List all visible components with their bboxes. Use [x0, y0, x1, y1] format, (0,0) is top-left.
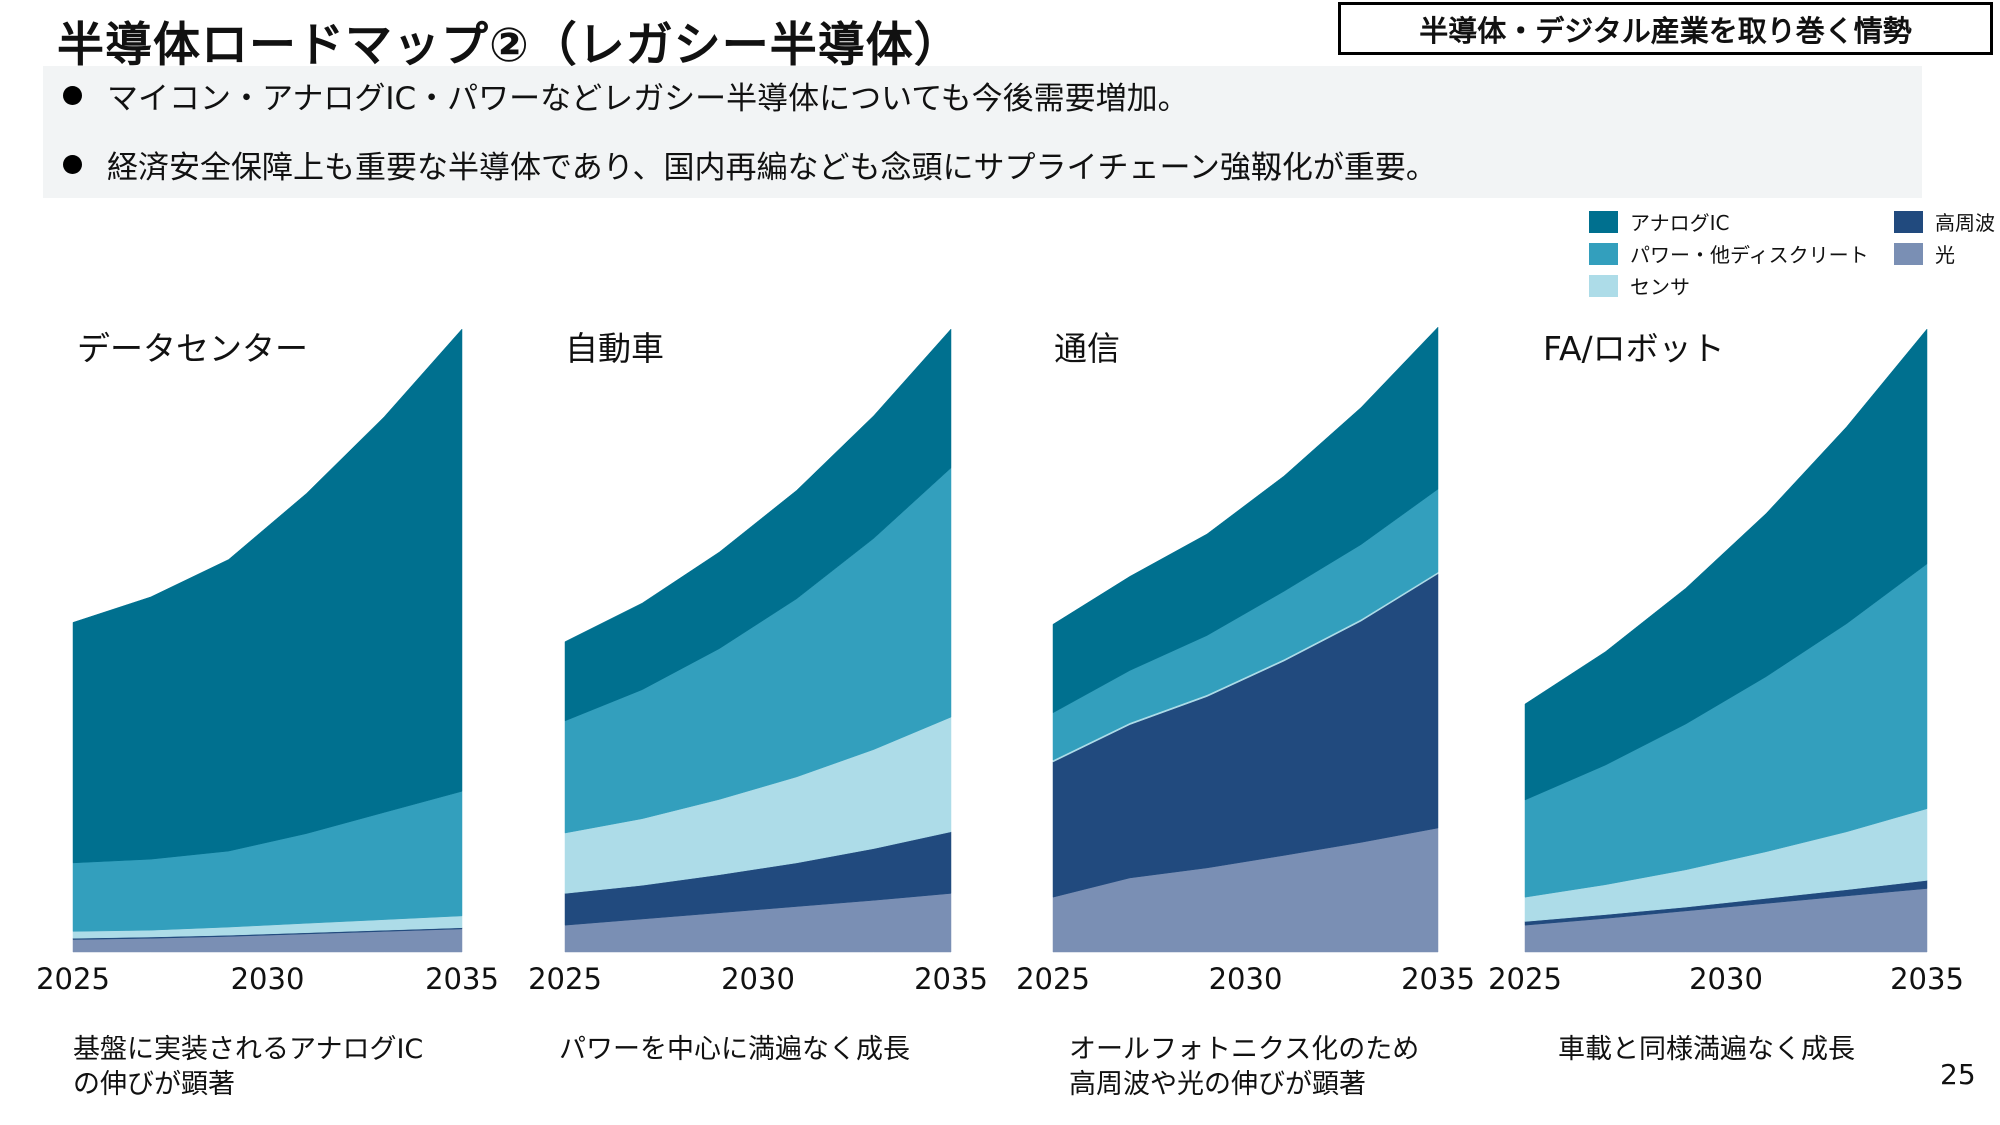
bullet-dot-icon	[63, 86, 82, 105]
chart-title: FA/ロボット	[1543, 329, 1725, 368]
x-tick-label: 2030	[1689, 962, 1763, 996]
x-tick-label: 2025	[528, 962, 602, 996]
legend-label: アナログIC	[1630, 211, 1730, 235]
x-tick-label: 2035	[425, 962, 499, 996]
page-title: 半導体ロードマップ②（レガシー半導体）	[57, 18, 962, 73]
legend-item-power: パワー・他ディスクリート	[1589, 239, 1869, 268]
section-label-box: 半導体・デジタル産業を取り巻く情勢	[1338, 2, 1993, 55]
x-tick-label: 2030	[230, 962, 305, 996]
x-tick-label: 2035	[1890, 962, 1964, 996]
stacked-area-chart	[72, 328, 463, 953]
chart-title: 通信	[1054, 329, 1120, 368]
legend-label: 光	[1935, 243, 1955, 267]
legend-label: 高周波	[1935, 211, 1995, 235]
bullet-dot-icon	[63, 155, 82, 174]
legend-item-optical: 光	[1894, 239, 1955, 268]
legend-item-rf: 高周波	[1894, 207, 1995, 236]
legend-item-analog: アナログIC	[1589, 207, 1729, 236]
x-tick-label: 2025	[36, 962, 110, 996]
legend-swatch	[1894, 210, 1923, 233]
chart-caption: オールフォトニクス化のため 高周波や光の伸びが顕著	[1069, 1034, 1420, 1100]
legend-swatch	[1589, 274, 1618, 297]
legend-swatch	[1589, 242, 1618, 265]
chart-caption: 車載と同様満遍なく成長	[1558, 1034, 1855, 1065]
stacked-area-chart	[1524, 328, 1928, 953]
chart-title: データセンター	[77, 329, 308, 368]
stacked-area-chart	[1052, 326, 1439, 953]
chart-caption: パワーを中心に満遍なく成長	[559, 1034, 910, 1065]
legend-swatch	[1589, 210, 1618, 233]
area-analog	[564, 328, 952, 722]
area-analog	[1524, 328, 1928, 801]
x-tick-label: 2035	[914, 962, 988, 996]
legend-item-sensor: センサ	[1589, 271, 1690, 300]
chart-title: 自動車	[565, 329, 664, 368]
x-tick-label: 2035	[1401, 962, 1475, 996]
x-tick-label: 2030	[721, 962, 795, 996]
chart-caption: 基盤に実装されるアナログIC の伸びが顕著	[73, 1034, 424, 1100]
stacked-area-chart	[564, 328, 952, 953]
x-tick-label: 2030	[1208, 962, 1283, 996]
bullet-item: マイコン・アナログIC・パワーなどレガシー半導体についても今後需要増加。	[63, 73, 1189, 118]
legend-label: パワー・他ディスクリート	[1630, 243, 1869, 267]
bullet-text: マイコン・アナログIC・パワーなどレガシー半導体についても今後需要増加。	[107, 81, 1189, 117]
legend-label: センサ	[1630, 275, 1690, 299]
x-tick-label: 2025	[1016, 962, 1090, 996]
x-tick-label: 2025	[1488, 962, 1562, 996]
area-analog	[72, 328, 463, 864]
bullet-item: 経済安全保障上も重要な半導体であり、国内再編なども念頭にサプライチェーン強靱化が…	[63, 142, 1437, 187]
area-analog	[1052, 326, 1439, 714]
bullet-text: 経済安全保障上も重要な半導体であり、国内再編なども念頭にサプライチェーン強靱化が…	[107, 150, 1437, 186]
summary-box: マイコン・アナログIC・パワーなどレガシー半導体についても今後需要増加。 経済安…	[43, 66, 1922, 198]
page-number: 25	[1940, 1058, 1976, 1091]
legend-swatch	[1894, 242, 1923, 265]
